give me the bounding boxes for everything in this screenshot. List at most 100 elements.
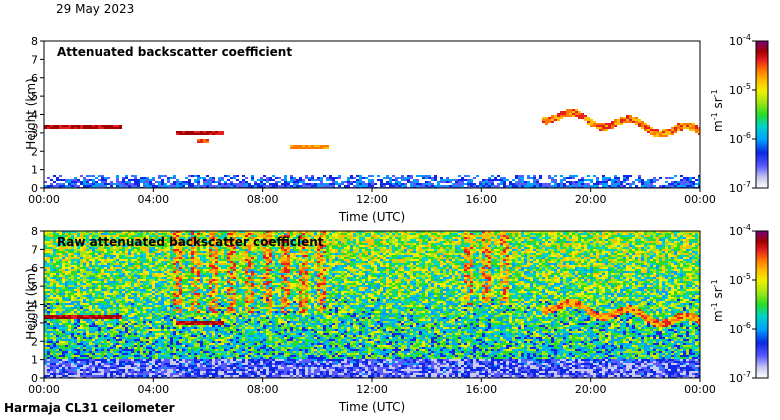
heatmap-cell — [47, 293, 50, 295]
heatmap-cell — [149, 335, 152, 337]
heatmap-cell — [419, 175, 422, 177]
heatmap-cell — [98, 293, 101, 295]
heatmap-cell — [50, 321, 53, 323]
heatmap-cell — [122, 231, 125, 233]
heatmap-cell — [560, 117, 563, 119]
heatmap-cell — [185, 269, 188, 271]
heatmap-cell — [185, 133, 188, 135]
heatmap-cell — [185, 359, 188, 361]
heatmap-cell — [65, 333, 68, 335]
heatmap-cell — [149, 371, 152, 373]
heatmap-cell — [182, 291, 185, 293]
heatmap-cell — [80, 357, 83, 359]
heatmap-cell — [128, 331, 131, 333]
heatmap-cell — [116, 353, 119, 355]
heatmap-cell — [464, 175, 467, 177]
heatmap-cell — [62, 333, 65, 335]
heatmap-cell — [161, 373, 164, 375]
heatmap-cell — [113, 355, 116, 357]
heatmap-cell — [113, 263, 116, 265]
heatmap-cell — [191, 183, 194, 185]
heatmap-cell — [311, 175, 314, 177]
heatmap-cell — [245, 185, 248, 187]
heatmap-cell — [425, 183, 428, 185]
heatmap-cell — [116, 125, 119, 127]
heatmap-cell — [89, 373, 92, 375]
heatmap-cell — [386, 183, 389, 185]
heatmap-cell — [98, 331, 101, 333]
heatmap-cell — [152, 243, 155, 245]
heatmap-cell — [65, 301, 68, 303]
heatmap-cell — [62, 309, 65, 311]
heatmap-cell — [152, 285, 155, 287]
heatmap-cell — [623, 185, 626, 187]
heatmap-cell — [44, 247, 47, 249]
heatmap-cell — [92, 367, 95, 369]
heatmap-cell — [86, 345, 89, 347]
heatmap-cell — [47, 241, 50, 243]
heatmap-cell — [185, 365, 188, 367]
heatmap-cell — [56, 281, 59, 283]
heatmap-cell — [125, 239, 128, 241]
heatmap-cell — [128, 247, 131, 249]
heatmap-cell — [224, 183, 227, 185]
heatmap-cell — [128, 259, 131, 261]
heatmap-cell — [122, 355, 125, 357]
heatmap-cell — [98, 329, 101, 331]
heatmap-cell — [137, 181, 140, 183]
heatmap-cell — [56, 265, 59, 267]
heatmap-cell — [116, 339, 119, 341]
heatmap-cell — [74, 181, 77, 183]
heatmap-cell — [179, 369, 182, 371]
heatmap-cell — [98, 359, 101, 361]
heatmap-cell — [689, 129, 692, 131]
heatmap-cell — [155, 279, 158, 281]
heatmap-cell — [143, 317, 146, 319]
heatmap-cell — [437, 185, 440, 187]
heatmap-cell — [635, 185, 638, 187]
heatmap-cell — [50, 261, 53, 263]
heatmap-cell — [92, 321, 95, 323]
heatmap-cell — [110, 237, 113, 239]
heatmap-cell — [158, 237, 161, 239]
heatmap-cell — [182, 341, 185, 343]
heatmap-cell — [110, 259, 113, 261]
heatmap-cell — [230, 183, 233, 185]
heatmap-cell — [71, 231, 74, 233]
heatmap-cell — [158, 335, 161, 337]
heatmap-cell — [59, 373, 62, 375]
heatmap-cell — [113, 343, 116, 345]
heatmap-cell — [98, 231, 101, 233]
heatmap-cell — [128, 321, 131, 323]
heatmap-cell — [167, 371, 170, 373]
heatmap-cell — [149, 183, 152, 185]
heatmap-cell — [542, 121, 545, 123]
heatmap-cell — [62, 365, 65, 367]
heatmap-cell — [167, 277, 170, 279]
heatmap-cell — [155, 325, 158, 327]
heatmap-cell — [71, 309, 74, 311]
heatmap-cell — [203, 177, 206, 179]
heatmap-cell — [98, 243, 101, 245]
heatmap-cell — [83, 293, 86, 295]
heatmap-cell — [68, 287, 71, 289]
heatmap-cell — [50, 347, 53, 349]
heatmap-cell — [122, 359, 125, 361]
heatmap-cell — [95, 323, 98, 325]
heatmap-cell — [110, 267, 113, 269]
heatmap-cell — [77, 363, 80, 365]
heatmap-cell — [50, 291, 53, 293]
heatmap-cell — [71, 313, 74, 315]
heatmap-cell — [50, 249, 53, 251]
heatmap-cell — [146, 343, 149, 345]
heatmap-cell — [155, 369, 158, 371]
heatmap-cell — [146, 185, 149, 187]
heatmap-cell — [68, 339, 71, 341]
heatmap-cell — [146, 303, 149, 305]
heatmap-cell — [71, 359, 74, 361]
heatmap-cell — [104, 127, 107, 129]
heatmap-cell — [65, 297, 68, 299]
heatmap-cell — [347, 179, 350, 181]
heatmap-cell — [152, 287, 155, 289]
heatmap-cell — [65, 303, 68, 305]
